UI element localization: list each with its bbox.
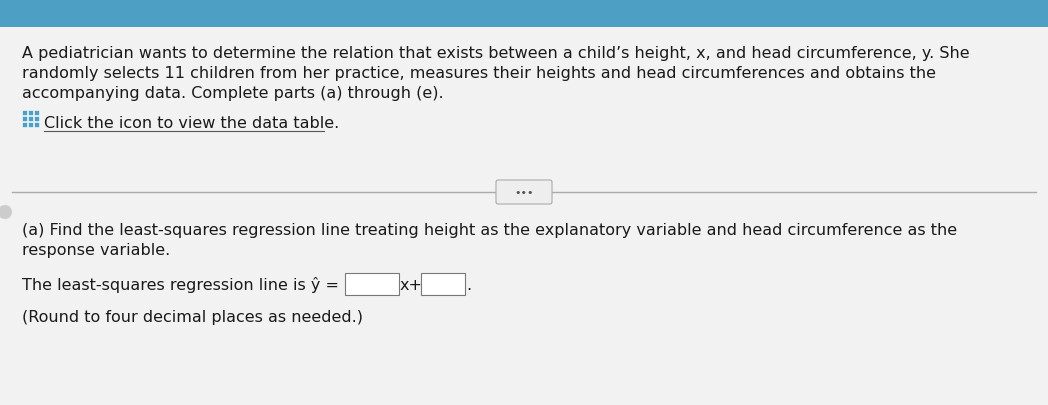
- Text: response variable.: response variable.: [22, 243, 170, 257]
- Text: x+: x+: [400, 277, 423, 292]
- FancyBboxPatch shape: [421, 273, 465, 295]
- Bar: [28, 111, 32, 115]
- Text: •••: •••: [515, 188, 533, 198]
- FancyBboxPatch shape: [345, 273, 399, 295]
- Bar: [28, 117, 32, 121]
- Bar: [34, 123, 39, 127]
- Text: A pediatrician wants to determine the relation that exists between a child’s hei: A pediatrician wants to determine the re…: [22, 46, 969, 61]
- Text: The least-squares regression line is ŷ =: The least-squares regression line is ŷ =: [22, 276, 344, 292]
- Bar: [22, 123, 26, 127]
- Text: (a) Find the least-squares regression line treating height as the explanatory va: (a) Find the least-squares regression li…: [22, 222, 957, 237]
- FancyBboxPatch shape: [496, 181, 552, 205]
- Circle shape: [0, 205, 12, 220]
- Bar: [28, 123, 32, 127]
- Bar: [22, 111, 26, 115]
- Text: randomly selects 11 children from her practice, measures their heights and head : randomly selects 11 children from her pr…: [22, 66, 936, 81]
- Bar: [34, 117, 39, 121]
- Bar: [0, 0, 1048, 28]
- Bar: [34, 111, 39, 115]
- Text: (Round to four decimal places as needed.): (Round to four decimal places as needed.…: [22, 309, 363, 324]
- Text: accompanying data. Complete parts (a) through (e).: accompanying data. Complete parts (a) th…: [22, 86, 443, 101]
- Bar: [22, 117, 26, 121]
- Text: Click the icon to view the data table.: Click the icon to view the data table.: [44, 115, 340, 130]
- Text: .: .: [466, 277, 472, 292]
